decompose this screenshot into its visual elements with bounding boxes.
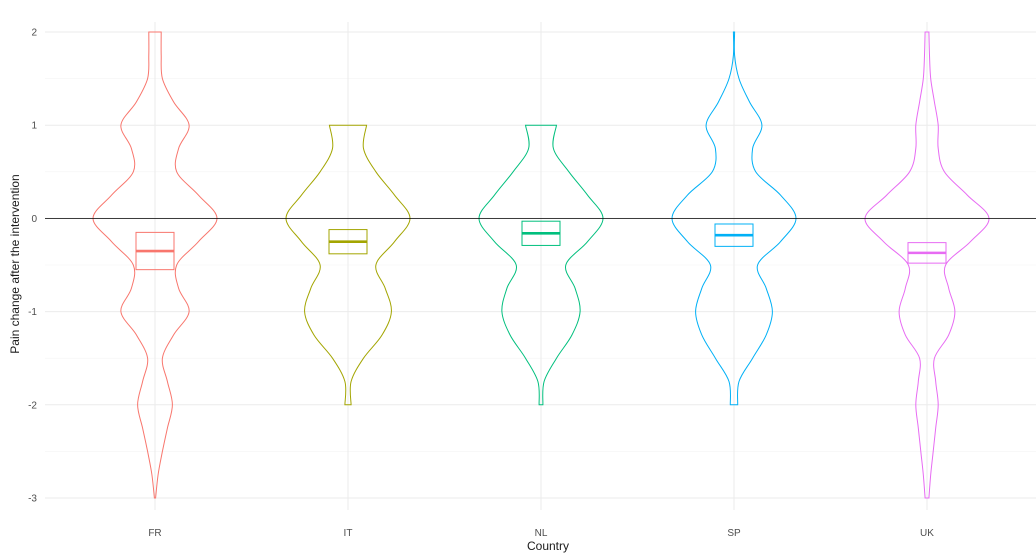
violin-IT — [285, 124, 411, 406]
y-tick-label: 2 — [31, 28, 37, 39]
y-tick-label: -3 — [28, 494, 37, 505]
violins — [45, 31, 1036, 499]
x-tick-label: IT — [344, 528, 353, 539]
grid-lines — [45, 22, 1036, 510]
x-tick-label: NL — [535, 528, 548, 539]
x-tick-label: UK — [920, 528, 934, 539]
y-tick-labels: -3 -2 -1 0 1 2 — [28, 28, 37, 505]
x-tick-label: FR — [148, 528, 161, 539]
y-tick-label: 0 — [31, 214, 37, 225]
y-axis-title: Pain change after the intervention — [8, 174, 22, 353]
y-tick-label: -2 — [28, 400, 37, 411]
y-tick-label: 1 — [31, 121, 37, 132]
violin-FR — [92, 31, 218, 499]
violin-UK — [864, 31, 990, 499]
y-tick-label: -1 — [28, 307, 37, 318]
x-tick-label: SP — [727, 528, 741, 539]
x-axis-title: Country — [527, 539, 569, 553]
violin-SP — [671, 31, 797, 406]
x-tick-labels: FR IT NL SP UK — [148, 528, 934, 539]
violin-NL — [478, 124, 604, 406]
